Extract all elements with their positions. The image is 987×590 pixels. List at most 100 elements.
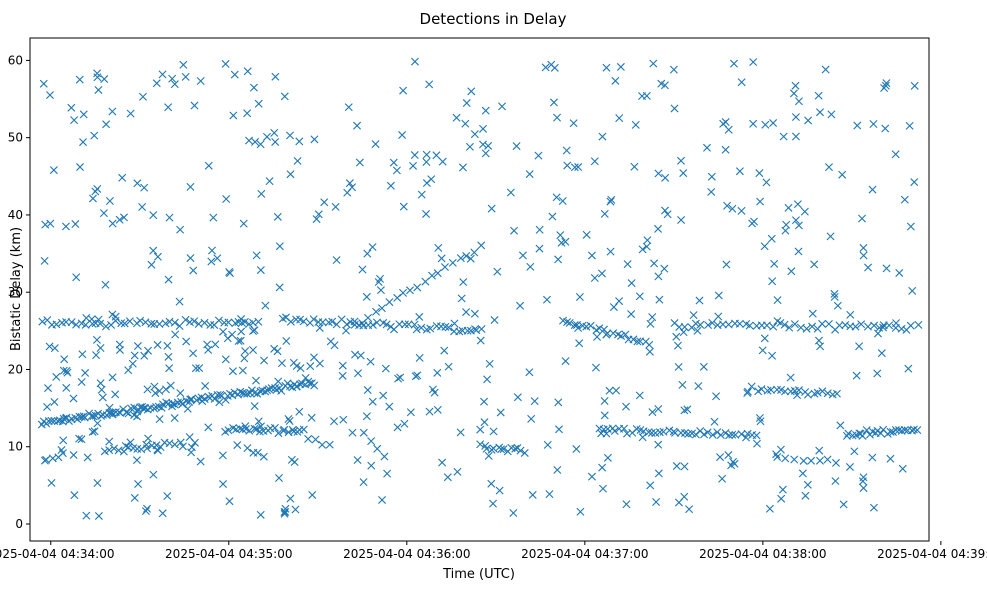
detection-marker — [543, 440, 552, 449]
detection-marker — [270, 128, 279, 137]
detection-marker — [784, 203, 793, 212]
detection-marker — [434, 243, 443, 252]
detection-marker — [627, 310, 636, 319]
detection-marker — [264, 385, 273, 394]
detection-marker — [609, 329, 618, 338]
detection-marker — [645, 347, 654, 356]
detection-marker — [367, 461, 376, 470]
detection-marker — [46, 219, 55, 228]
detection-marker — [362, 412, 371, 421]
detection-marker — [70, 491, 79, 500]
detection-marker — [815, 456, 824, 465]
detection-marker — [906, 222, 915, 231]
detection-marker — [554, 255, 563, 264]
detection-marker — [821, 65, 830, 74]
detection-marker — [195, 364, 204, 373]
detection-marker — [694, 382, 703, 391]
detection-marker — [141, 318, 150, 327]
detection-marker — [620, 424, 629, 433]
detection-marker — [456, 254, 465, 263]
detection-marker — [284, 415, 293, 424]
detection-marker — [756, 417, 765, 426]
detection-marker — [243, 389, 252, 398]
detection-marker — [895, 268, 904, 277]
detection-marker — [850, 447, 859, 456]
detection-marker — [545, 490, 554, 499]
detection-marker — [286, 170, 295, 179]
detection-marker — [516, 301, 525, 310]
detection-marker — [857, 320, 866, 329]
detection-marker — [136, 316, 145, 325]
detection-marker — [789, 89, 798, 98]
detection-marker — [256, 266, 265, 275]
detection-marker — [47, 478, 56, 487]
detection-marker — [482, 444, 491, 453]
detection-marker — [44, 384, 53, 393]
detection-marker — [325, 440, 334, 449]
detection-marker — [534, 151, 543, 160]
detection-marker — [125, 317, 134, 326]
detection-marker — [480, 397, 489, 406]
detection-marker — [462, 99, 471, 108]
detection-marker — [880, 84, 889, 92]
detection-marker — [221, 395, 230, 404]
detection-marker — [170, 318, 179, 327]
detection-marker — [409, 161, 418, 170]
detection-marker — [254, 417, 263, 426]
detection-marker — [382, 320, 391, 329]
detection-marker — [713, 428, 722, 437]
detection-marker — [355, 158, 364, 167]
detection-marker — [737, 430, 746, 439]
detection-marker — [810, 260, 819, 269]
detection-marker — [101, 280, 110, 289]
detection-marker — [134, 479, 143, 488]
detection-marker — [660, 264, 669, 273]
detection-marker — [133, 342, 142, 351]
detection-marker — [152, 79, 161, 88]
detection-marker — [399, 288, 408, 297]
detection-marker — [569, 119, 578, 128]
detection-marker — [372, 318, 381, 327]
detection-marker — [868, 185, 877, 194]
detection-marker — [132, 456, 141, 465]
detection-marker — [476, 425, 485, 434]
detection-marker — [358, 265, 367, 274]
detection-marker — [415, 353, 424, 362]
detection-marker — [240, 317, 249, 326]
detection-marker — [315, 323, 324, 332]
detection-marker — [221, 355, 230, 364]
detection-marker — [622, 402, 630, 411]
detection-marker — [572, 445, 581, 454]
detection-marker — [410, 151, 419, 160]
detection-marker — [260, 356, 269, 365]
detection-marker — [171, 330, 180, 339]
detection-marker — [769, 119, 778, 128]
detection-marker — [762, 178, 771, 187]
detection-marker — [704, 321, 713, 330]
detection-marker — [680, 323, 689, 331]
detection-marker — [724, 320, 733, 329]
detection-marker — [555, 425, 563, 434]
detection-marker — [631, 120, 640, 129]
detection-marker — [50, 344, 59, 353]
detection-marker — [535, 244, 544, 253]
detection-marker — [768, 277, 777, 286]
detection-marker — [77, 378, 86, 387]
detection-marker — [286, 494, 295, 503]
detection-marker — [67, 103, 76, 112]
detection-marker — [190, 101, 199, 110]
detection-marker — [363, 249, 372, 258]
detection-marker — [757, 385, 766, 394]
detection-marker — [459, 278, 468, 287]
detection-marker — [287, 455, 296, 464]
detection-marker — [359, 428, 368, 437]
detection-marker — [426, 324, 435, 333]
detection-marker — [633, 337, 642, 346]
detection-marker — [869, 503, 878, 512]
detection-marker — [777, 494, 786, 503]
detection-marker — [558, 197, 567, 205]
detection-marker — [562, 146, 571, 155]
detection-marker — [209, 213, 218, 222]
detection-marker — [542, 295, 551, 304]
detection-marker — [191, 364, 200, 373]
